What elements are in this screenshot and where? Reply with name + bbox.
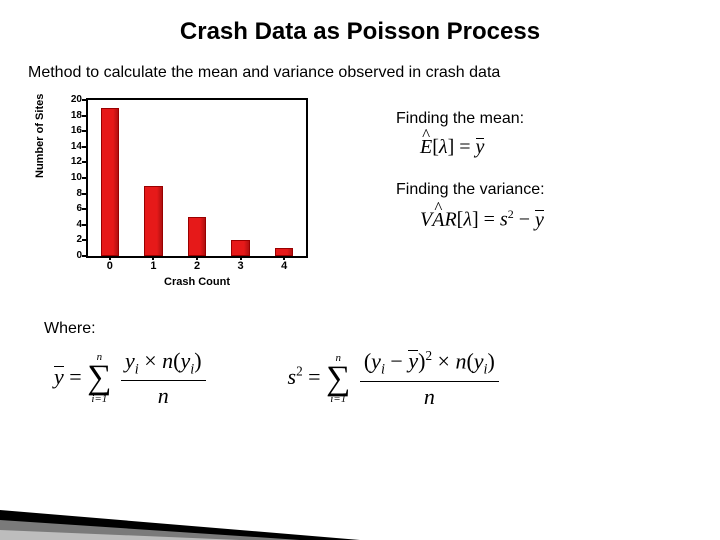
ytick-label: 4 (60, 220, 82, 230)
decorative-wedge (0, 480, 420, 540)
ytick-label: 12 (60, 157, 82, 167)
slide-title: Crash Data as Poisson Process (0, 0, 720, 46)
chart-ylabel: Number of Sites (34, 94, 46, 178)
equation-ybar: y = n∑i=1 yi × n(yi) n (54, 348, 208, 410)
finding-variance-label: Finding the variance: (396, 181, 720, 199)
slide-subtitle: Method to calculate the mean and varianc… (28, 64, 720, 82)
bar (144, 186, 162, 256)
finding-mean-label: Finding the mean: (396, 110, 720, 128)
equation-s2: s2 = n∑i=1 (yi − y)2 × n(yi) n (288, 348, 501, 410)
ytick-label: 20 (60, 95, 82, 105)
ytick-label: 16 (60, 126, 82, 136)
ytick-label: 10 (60, 173, 82, 183)
xtick-label: 4 (281, 260, 287, 272)
ytick-label: 2 (60, 235, 82, 245)
ytick-label: 8 (60, 189, 82, 199)
crash-count-chart: Number of Sites Crash Count 024681012141… (36, 92, 336, 302)
bar (231, 240, 249, 256)
bar (188, 217, 206, 256)
where-label: Where: (44, 320, 720, 338)
ytick-label: 0 (60, 251, 82, 261)
xtick-label: 0 (107, 260, 113, 272)
ytick-label: 18 (60, 111, 82, 121)
chart-plot-area (86, 98, 308, 258)
xtick-label: 2 (194, 260, 200, 272)
chart-xlabel: Crash Count (86, 276, 308, 288)
equation-mean: E[λ] = y (420, 136, 484, 159)
equation-variance: VAR[λ] = s2 − y (420, 207, 544, 232)
bar (101, 108, 119, 256)
ytick-label: 6 (60, 204, 82, 214)
xtick-label: 1 (150, 260, 156, 272)
bar (275, 248, 293, 256)
ytick-label: 14 (60, 142, 82, 152)
xtick-label: 3 (238, 260, 244, 272)
